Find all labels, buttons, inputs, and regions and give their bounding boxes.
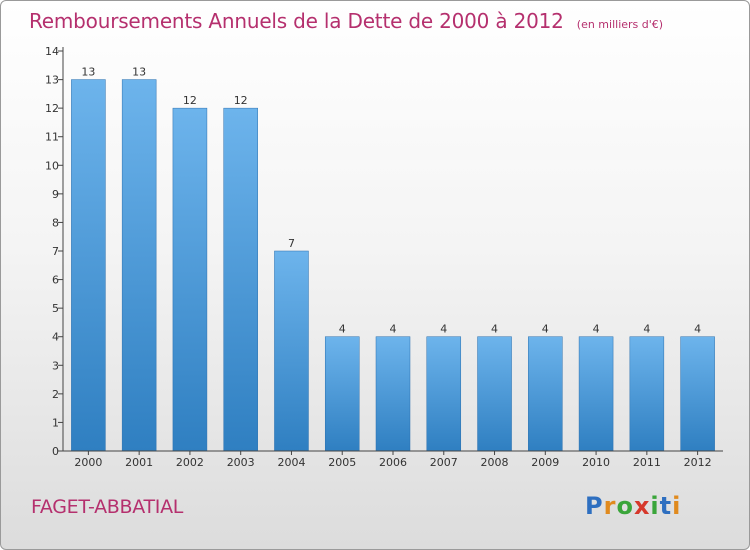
x-tick-label: 2010 bbox=[582, 456, 610, 469]
x-tick-label: 2007 bbox=[430, 456, 458, 469]
y-tick-label: 0 bbox=[52, 445, 59, 458]
x-tick-label: 2012 bbox=[684, 456, 712, 469]
value-label: 4 bbox=[542, 323, 549, 336]
logo-letter: P bbox=[585, 492, 604, 520]
logo-letter: r bbox=[603, 492, 617, 520]
bar-2000 bbox=[71, 79, 106, 452]
x-tick-label: 2004 bbox=[277, 456, 305, 469]
x-tick-label: 2003 bbox=[227, 456, 255, 469]
bar-2008 bbox=[477, 336, 512, 452]
value-label: 4 bbox=[339, 323, 346, 336]
bar-2005 bbox=[324, 336, 360, 452]
chart-unit-label: (en milliers d'€) bbox=[576, 18, 664, 31]
bar-2002 bbox=[172, 107, 208, 452]
y-tick-label: 12 bbox=[45, 102, 59, 115]
y-tick-label: 8 bbox=[52, 216, 59, 229]
value-label: 13 bbox=[132, 66, 146, 79]
x-tick-label: 2002 bbox=[176, 456, 204, 469]
y-tick-label: 6 bbox=[52, 274, 59, 287]
x-tick-label: 2001 bbox=[125, 456, 153, 469]
y-tick-label: 13 bbox=[45, 74, 59, 87]
y-tick-label: 4 bbox=[52, 331, 59, 344]
value-label: 4 bbox=[491, 323, 498, 336]
x-tick-label: 2006 bbox=[379, 456, 407, 469]
bar-2007 bbox=[426, 336, 462, 452]
y-tick-label: 3 bbox=[52, 359, 59, 372]
y-tick-label: 9 bbox=[52, 188, 59, 201]
bar-2012 bbox=[680, 336, 715, 452]
value-label: 12 bbox=[234, 94, 248, 107]
value-label: 4 bbox=[593, 323, 600, 336]
bar-2006 bbox=[375, 336, 411, 452]
proxiti-logo: Proxiti bbox=[585, 492, 681, 520]
x-tick-label: 2008 bbox=[481, 456, 509, 469]
x-tick-label: 2009 bbox=[531, 456, 559, 469]
value-label: 13 bbox=[81, 66, 95, 79]
logo-letter: o bbox=[616, 492, 634, 520]
bar-2004 bbox=[274, 250, 309, 452]
value-label: 4 bbox=[694, 323, 701, 336]
y-tick-label: 1 bbox=[52, 416, 59, 429]
x-tick-label: 2000 bbox=[74, 456, 102, 469]
bars-group bbox=[71, 79, 715, 452]
x-tick-label: 2005 bbox=[328, 456, 356, 469]
logo-letter: i bbox=[672, 492, 682, 520]
logo-letter: x bbox=[633, 492, 651, 520]
value-label: 7 bbox=[288, 237, 295, 250]
y-tick-label: 10 bbox=[45, 159, 59, 172]
bar-2009 bbox=[528, 336, 563, 452]
value-labels-group: 13 13 12 12 7 4 4 4 4 4 4 4 4 bbox=[81, 66, 701, 336]
bar-2011 bbox=[629, 336, 665, 452]
chart-title: Remboursements Annuels de la Dette de 20… bbox=[29, 9, 564, 33]
y-tick-label: 2 bbox=[52, 388, 59, 401]
y-tick-label: 14 bbox=[45, 45, 59, 58]
value-label: 4 bbox=[390, 323, 397, 336]
y-tick-label: 11 bbox=[45, 131, 59, 144]
y-tick-label: 5 bbox=[52, 302, 59, 315]
bar-2003 bbox=[223, 107, 258, 452]
y-tick-label: 7 bbox=[52, 245, 59, 258]
commune-name: FAGET-ABBATIAL bbox=[31, 496, 184, 518]
logo-letter: i bbox=[650, 492, 660, 520]
value-label: 4 bbox=[643, 323, 650, 336]
bar-2010 bbox=[578, 336, 614, 452]
value-label: 12 bbox=[183, 94, 197, 107]
logo-letter: t bbox=[659, 492, 673, 520]
bar-2001 bbox=[121, 79, 157, 452]
value-label: 4 bbox=[440, 323, 447, 336]
chart-title-bar: Remboursements Annuels de la Dette de 20… bbox=[29, 9, 663, 33]
x-tick-label: 2011 bbox=[633, 456, 661, 469]
